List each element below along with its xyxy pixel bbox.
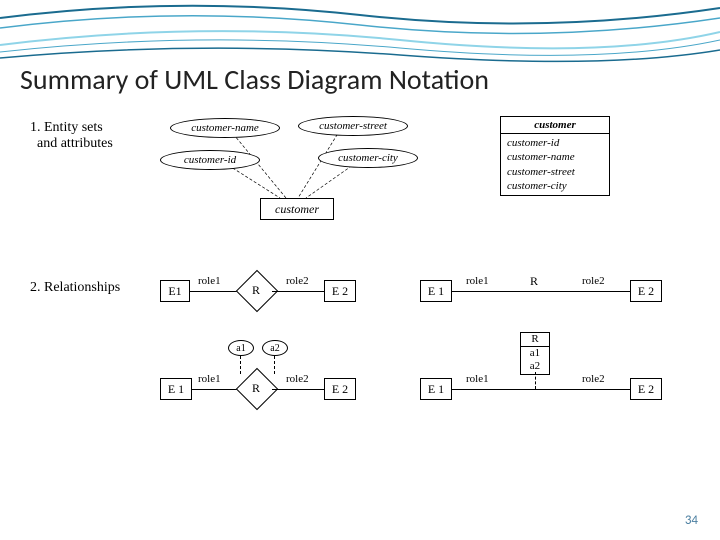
row2-uml-assoc-a1: a1 [525, 347, 545, 360]
uml-attr-2: customer-street [507, 165, 603, 179]
row1-er-line2 [272, 291, 324, 292]
row1-er-e2: E 2 [324, 280, 356, 302]
row1-er-rel: R [252, 283, 260, 298]
row1-er-e1: E1 [160, 280, 190, 302]
attr-customer-name: customer-name [170, 118, 280, 138]
row2-er-line1 [192, 389, 242, 390]
uml-customer-body: customer-id customer-name customer-stree… [501, 134, 609, 195]
page-number: 34 [685, 513, 698, 528]
row2-er-dash1 [240, 356, 241, 374]
attr-customer-id: customer-id [160, 150, 260, 170]
slide-title: Summary of UML Class Diagram Notation [20, 62, 489, 97]
row2-uml-vdash [535, 372, 536, 389]
row2-er-e1: E 1 [160, 378, 192, 400]
uml-attr-1: customer-name [507, 150, 603, 164]
row2-uml-line [452, 389, 630, 390]
row2-er-rel: R [252, 381, 260, 396]
attr-customer-city: customer-city [318, 148, 418, 168]
row2-er-e2: E 2 [324, 378, 356, 400]
row2-uml-assoc-name: R [521, 333, 549, 347]
row1-uml-rel: R [530, 274, 538, 289]
entity-customer: customer [260, 198, 334, 220]
row2-uml-e2: E 2 [630, 378, 662, 400]
row2-er-line2 [272, 389, 324, 390]
section2-label: 2. Relationships [30, 280, 120, 296]
section1-label: 1. Entity sets and attributes [30, 120, 140, 152]
row1-uml-role2: role2 [582, 275, 605, 287]
row2-er-dash2 [274, 356, 275, 374]
row1-er-line1 [190, 291, 242, 292]
row1-uml-e1: E 1 [420, 280, 452, 302]
uml-customer: customer customer-id customer-name custo… [500, 116, 610, 196]
row1-uml-line [452, 291, 630, 292]
row1-uml-e2: E 2 [630, 280, 662, 302]
uml-attr-0: customer-id [507, 136, 603, 150]
row1-er-role1: role1 [198, 275, 221, 287]
row2-uml-assoc-body: a1 a2 [521, 347, 549, 373]
row1-er-role2: role2 [286, 275, 309, 287]
row2-uml-assoc: R a1 a2 [520, 332, 550, 375]
row2-er-role1: role1 [198, 373, 221, 385]
attr-customer-street: customer-street [298, 116, 408, 136]
uml-attr-3: customer-city [507, 179, 603, 193]
diagram-area: 1. Entity sets and attributes customer-n… [30, 110, 690, 480]
row2-er-a1: a1 [228, 340, 254, 356]
uml-customer-head: customer [501, 117, 609, 134]
row2-uml-role2: role2 [582, 373, 605, 385]
row2-er-a2: a2 [262, 340, 288, 356]
row2-uml-e1: E 1 [420, 378, 452, 400]
row2-uml-role1: role1 [466, 373, 489, 385]
row2-er-role2: role2 [286, 373, 309, 385]
row1-uml-role1: role1 [466, 275, 489, 287]
